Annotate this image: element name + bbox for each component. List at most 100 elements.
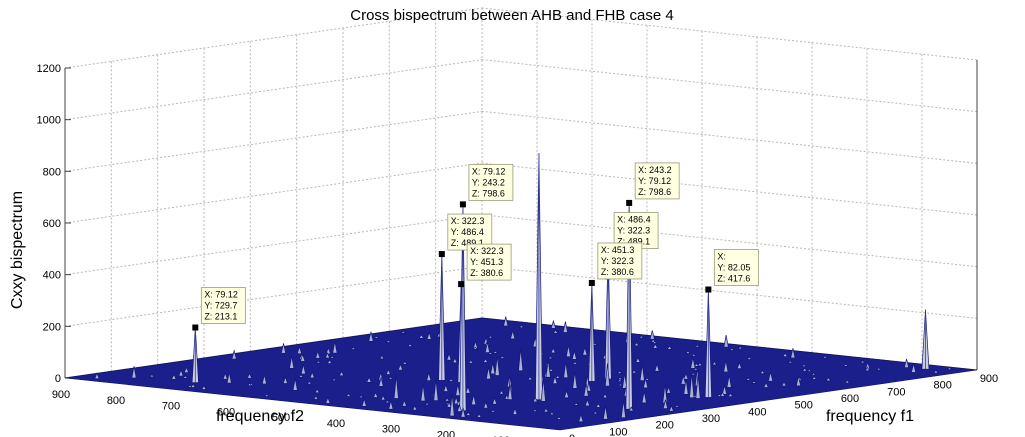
noise-spike: [292, 378, 298, 391]
noise-spike: [550, 347, 556, 354]
noise-spike: [178, 368, 184, 377]
noise-spike: [583, 383, 589, 397]
datatip-line: Y: 243.2: [472, 177, 505, 187]
f1-axis-label: frequency f1: [826, 408, 914, 425]
noise-spike: [801, 367, 808, 372]
tick-labels: 0 200 400 600 800 1000 1200 0 100 200 300 400 500 600…: [37, 63, 999, 437]
noise-spike: [426, 331, 432, 340]
noise-spike: [859, 360, 866, 364]
noise-spike: [222, 372, 228, 380]
datatip-line: Y: 729.7: [204, 301, 237, 311]
datatip-line: X:: [717, 252, 726, 262]
noise-spike: [261, 374, 268, 385]
noise-spike: [400, 330, 407, 334]
noise-spike: [716, 393, 723, 397]
noise-spike: [282, 375, 289, 384]
noise-spike: [380, 394, 386, 401]
noise-spike: [426, 371, 432, 381]
noise-spike: [433, 379, 439, 401]
noise-spike: [246, 382, 253, 386]
noise-spike: [471, 394, 477, 406]
noise-spike: [946, 367, 953, 370]
noise-spike: [345, 393, 352, 397]
datatips: X: 79.12Y: 729.7Z: 213.1 X: 322.3Y: 486.4…: [192, 162, 759, 331]
noise-spike: [565, 345, 572, 358]
datatip-line: Z: 798.6: [472, 188, 505, 198]
noise-spike: [332, 341, 338, 354]
noise-spike: [490, 362, 496, 375]
noise-spike: [864, 366, 871, 372]
noise-spike: [586, 382, 592, 392]
noise-spike: [555, 416, 562, 420]
datatip-line: Y: 322.3: [617, 226, 650, 236]
noise-spike: [628, 406, 635, 412]
noise-spike: [673, 404, 681, 408]
noise-spike: [548, 368, 555, 372]
noise-spike: [727, 392, 734, 397]
noise-spike: [680, 375, 686, 385]
noise-spike: [639, 364, 645, 381]
datatip-line: Y: 486.4: [451, 227, 484, 237]
noise-spike: [584, 398, 591, 407]
noise-spike: [483, 401, 489, 409]
noise-spike: [800, 363, 808, 367]
noise-spike: [379, 354, 385, 360]
grid-line: [481, 265, 978, 319]
datatip: X: 79.12Y: 243.2Z: 798.6: [459, 163, 514, 208]
noise-spike: [572, 371, 578, 389]
f1-tick-label: 0: [569, 433, 575, 437]
noise-spike: [690, 357, 696, 369]
noise-spike: [518, 348, 524, 372]
noise-spike: [388, 399, 394, 410]
noise-spike: [393, 375, 399, 399]
z-axis-label: Cxxy bispectrum: [9, 191, 26, 309]
noise-spike: [842, 363, 849, 367]
noise-spike: [578, 413, 584, 423]
f2-tick-label: 300: [382, 424, 400, 436]
noise-spike: [910, 363, 917, 373]
noise-spike: [693, 363, 700, 367]
noise-spike: [373, 335, 380, 339]
datatip-box: [200, 287, 246, 324]
datatip-marker: [459, 201, 466, 208]
noise-spike: [171, 373, 177, 380]
noise-spike: [298, 374, 304, 378]
f2-tick-label: 800: [107, 395, 125, 407]
noise-spike: [696, 362, 703, 367]
datatip: X: 322.3Y: 451.3Z: 380.6: [458, 243, 512, 288]
grid-line: [64, 59, 483, 121]
noise-spike: [711, 361, 718, 366]
noise-spike: [465, 411, 472, 416]
noise-spike: [361, 397, 367, 407]
noise-spike: [306, 380, 313, 385]
datatip-box: [634, 162, 680, 200]
noise-spike: [728, 347, 735, 351]
datatip-line: X: 451.3: [601, 245, 635, 255]
f2-tick-label: 900: [52, 389, 70, 401]
noise-spike: [246, 372, 253, 379]
noise-spike: [547, 356, 554, 359]
datatip-box: [466, 243, 512, 281]
noise-spike: [633, 341, 640, 347]
noise-spike: [385, 368, 392, 375]
noise-spike: [338, 370, 345, 377]
noise-spike: [489, 409, 497, 413]
noise-spike: [387, 376, 394, 380]
datatip-line: Y: 79.12: [638, 176, 671, 186]
datatip-line: X: 79.12: [472, 166, 506, 176]
f1-tick-label: 100: [609, 426, 627, 437]
noise-spike: [543, 407, 549, 413]
noise-spike: [449, 393, 455, 417]
noise-spike: [378, 377, 384, 387]
noise-spike: [424, 402, 431, 406]
noise-spike: [532, 396, 539, 403]
noise-spike: [759, 370, 766, 374]
noise-spike: [825, 376, 832, 382]
noise-spike: [226, 372, 232, 384]
datatip: X: 79.12Y: 729.7Z: 213.1: [192, 287, 246, 331]
noise-spike: [592, 410, 599, 415]
f1-tick-label: 200: [655, 420, 673, 432]
datatip-line: X: 322.3: [451, 216, 485, 226]
noise-spike: [368, 331, 374, 342]
f2-tick-label: 400: [327, 418, 345, 430]
